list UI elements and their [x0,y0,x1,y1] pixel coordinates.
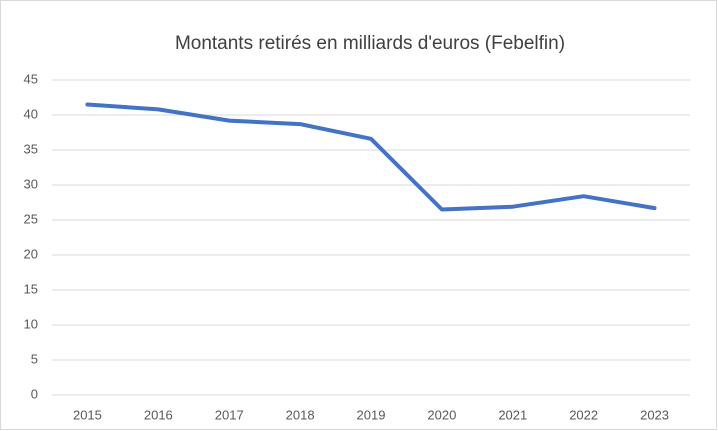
y-tick-label: 30 [24,176,38,191]
y-tick-label: 45 [24,71,38,86]
y-tick-label: 20 [24,246,38,261]
data-line [85,102,657,212]
y-tick-label: 10 [24,316,38,331]
y-tick-label: 5 [31,351,38,366]
chart-title: Montants retirés en milliards d'euros (F… [175,33,565,54]
y-tick-label: 0 [31,386,38,401]
y-tick-label: 35 [24,141,38,156]
x-tick-label: 2019 [357,407,386,422]
x-tick-label: 2018 [286,407,315,422]
x-tick-label: 2023 [640,407,669,422]
x-tick-label: 2021 [498,407,527,422]
x-tick-label: 2015 [73,407,102,422]
x-tick-label: 2020 [427,407,456,422]
y-tick-label: 40 [24,106,38,121]
y-tick-label: 25 [24,211,38,226]
x-tick-label: 2017 [215,407,244,422]
x-tick-label: 2022 [569,407,598,422]
y-tick-label: 15 [24,281,38,296]
x-tick-label: 2016 [144,407,173,422]
